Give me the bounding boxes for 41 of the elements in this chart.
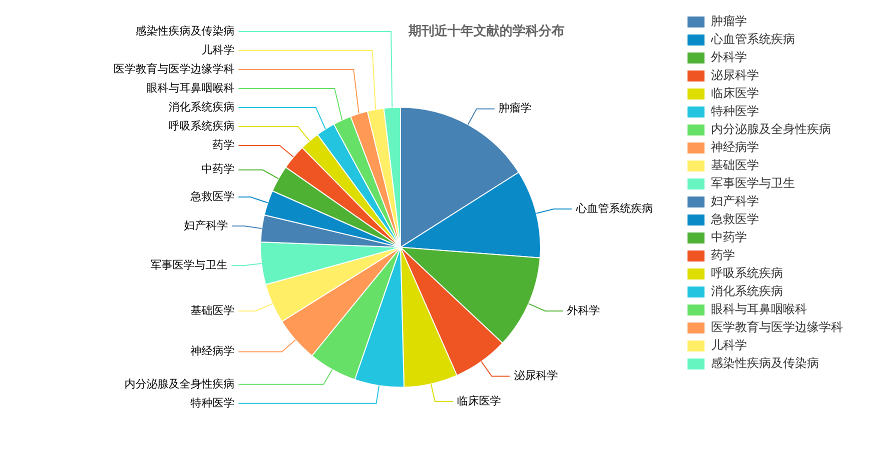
- legend-label: 消化系统疾病: [711, 284, 783, 298]
- legend-label: 外科学: [711, 50, 747, 64]
- legend-label: 神经病学: [711, 140, 759, 154]
- legend-label: 急救医学: [710, 212, 759, 226]
- slice-label: 妇产科学: [184, 218, 228, 232]
- slice-label: 消化系统疾病: [168, 100, 234, 114]
- legend-label: 感染性疾病及传染病: [711, 356, 819, 370]
- slice-label: 临床医学: [456, 394, 501, 408]
- legend-label: 泌尿科学: [711, 68, 759, 82]
- slice-label: 医学教育与医学边缘学科: [114, 62, 234, 76]
- legend-label: 内分泌腺及全身性疾病: [711, 122, 831, 136]
- slice-label: 药学: [212, 138, 234, 152]
- slice-label: 呼吸系统疾病: [168, 119, 234, 132]
- legend-label: 中药学: [711, 230, 747, 244]
- legend-label: 药学: [711, 248, 735, 262]
- legend-label: 临床医学: [711, 86, 759, 100]
- slice-label: 神经病学: [190, 344, 234, 358]
- slice-label: 泌尿科学: [514, 369, 558, 382]
- slice-label: 眼科与耳鼻咽喉科: [146, 81, 234, 94]
- slice-label: 儿科学: [202, 43, 234, 56]
- slice-label: 中药学: [202, 162, 234, 176]
- slice-label: 内分泌腺及全身性疾病: [124, 377, 234, 390]
- legend-label: 眼科与耳鼻咽喉科: [711, 302, 807, 316]
- legend-label: 特种医学: [711, 104, 759, 118]
- legend-label: 呼吸系统疾病: [711, 266, 783, 280]
- legend-label: 肿瘤学: [711, 14, 747, 28]
- legend-label: 心血管系统疾病: [710, 32, 795, 46]
- legend-label: 妇产科学: [711, 194, 759, 208]
- slice-label: 基础医学: [190, 304, 234, 317]
- slice-label: 特种医学: [190, 396, 234, 410]
- slice-label: 感染性疾病及传染病: [136, 24, 234, 38]
- slice-label: 外科学: [567, 304, 600, 317]
- slice-label: 肿瘤学: [498, 102, 532, 115]
- slice-label: 心血管系统疾病: [574, 202, 653, 215]
- legend-label: 医学教育与医学边缘学科: [711, 320, 843, 334]
- text: 期刊近十年文献的学科分布: [408, 23, 564, 40]
- legend-label: 基础医学: [711, 158, 759, 172]
- legend-label: 军事医学与卫生: [711, 176, 795, 190]
- slice-label: 军事医学与卫生: [150, 258, 228, 272]
- slice-label: 急救医学: [190, 190, 234, 203]
- legend-label: 儿科学: [711, 338, 747, 352]
